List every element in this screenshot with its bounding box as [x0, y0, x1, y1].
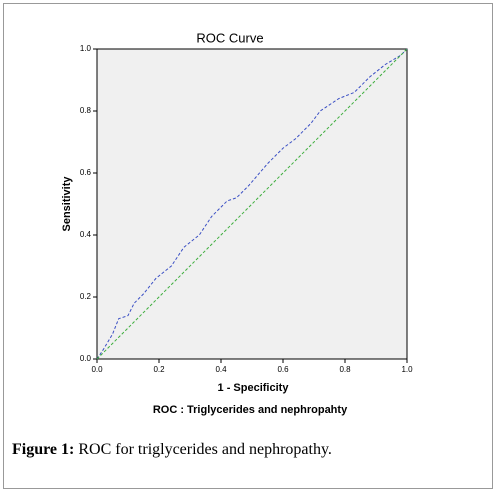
roc-line: [96, 48, 408, 360]
x-tick-label: 0.8: [339, 365, 351, 374]
x-tick-label: 1.0: [401, 365, 413, 374]
chart-title: ROC Curve: [196, 30, 263, 45]
y-tick-label: 0.4: [80, 230, 92, 239]
x-tick-label: 0.0: [91, 365, 103, 374]
caption-text: ROC for triglycerides and nephropathy.: [78, 441, 332, 458]
y-axis-label: Sensitivity: [61, 176, 73, 232]
caption-label: Figure 1:: [12, 441, 75, 458]
y-tick-label: 0.0: [80, 354, 92, 363]
x-tick-label: 0.6: [277, 365, 289, 374]
y-tick-label: 1.0: [80, 44, 92, 53]
y-tick-label: 0.6: [80, 168, 92, 177]
chart: ROC Curve 1 - Specificity Sensitivity RO…: [61, 30, 413, 416]
x-tick-label: 0.4: [215, 365, 227, 374]
figure-frame: [3, 3, 493, 489]
caption: Figure 1: ROC for triglycerides and neph…: [12, 441, 332, 459]
chart-subtitle: ROC : Triglycerides and nephropahty: [153, 404, 348, 416]
x-axis-label: 1 - Specificity: [218, 382, 290, 394]
y-tick-label: 0.2: [80, 292, 92, 301]
y-tick-label: 0.8: [80, 106, 92, 115]
roc-line: [96, 48, 408, 360]
x-tick-label: 0.2: [153, 365, 165, 374]
